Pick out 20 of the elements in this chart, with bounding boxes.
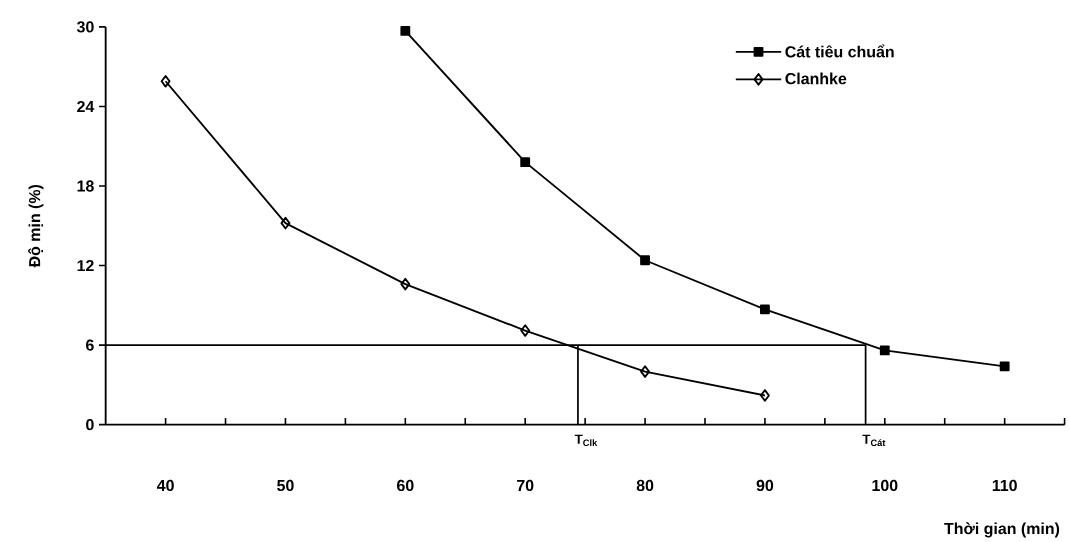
- legend-label: Clanhke: [785, 72, 847, 85]
- x-tick-label: 90: [756, 479, 774, 492]
- ref-line-label: T$_{Clk}$: [574, 434, 598, 447]
- x-tick-label: 80: [636, 479, 654, 492]
- y-tick-label: 6: [86, 339, 94, 351]
- y-tick-label: 18: [77, 180, 94, 192]
- x-tick-label: 70: [517, 479, 534, 492]
- x-tick-label: 100: [872, 479, 898, 492]
- y-tick-label: 12: [77, 260, 94, 272]
- x-tick-label: 60: [397, 479, 414, 492]
- ref-line-label: T$_{Cát}$: [862, 434, 886, 447]
- y-tick-label: 24: [77, 100, 95, 113]
- x-tick-label: 50: [277, 479, 294, 492]
- x-tick-label: 110: [992, 479, 1017, 492]
- legend-label: Cát tiêu chuẩn: [785, 44, 894, 58]
- y-tick-label: 0: [86, 419, 94, 431]
- x-axis-title: Thời gian (min): [944, 522, 1060, 538]
- y-axis-title: Độ mịn (%): [28, 185, 44, 268]
- y-tick-label: 30: [76, 21, 94, 33]
- x-tick-label: 40: [156, 479, 174, 492]
